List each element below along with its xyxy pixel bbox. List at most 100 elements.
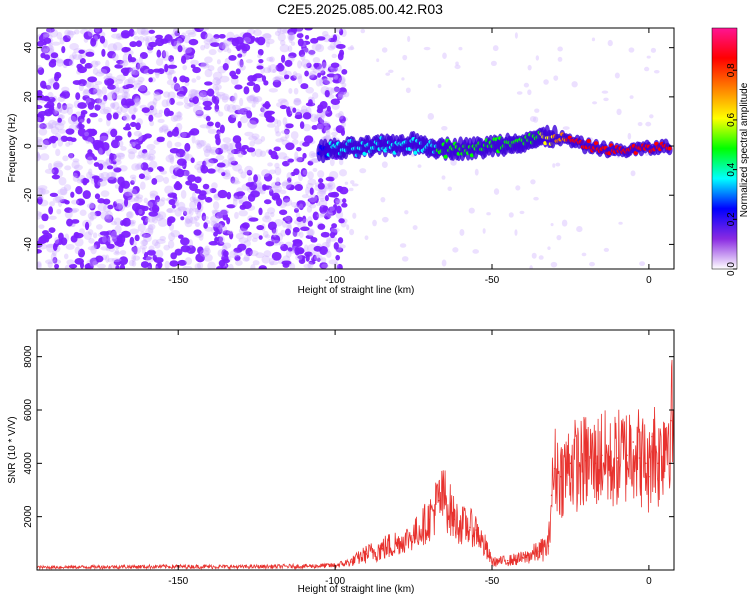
noise-blob bbox=[131, 69, 140, 78]
noise-blob bbox=[120, 30, 131, 39]
noise-blob bbox=[161, 50, 167, 59]
noise-blob bbox=[253, 83, 261, 93]
noise-blob bbox=[217, 223, 223, 230]
noise-blob bbox=[176, 90, 186, 97]
noise-blob bbox=[223, 142, 234, 152]
noise-blob bbox=[315, 78, 322, 87]
noise-blob bbox=[325, 239, 331, 248]
noise-blob bbox=[285, 250, 292, 258]
noise-blob bbox=[250, 264, 256, 269]
noise-blob bbox=[60, 237, 68, 246]
noise-blob bbox=[308, 194, 318, 203]
noise-blob bbox=[124, 47, 131, 52]
speckle bbox=[459, 229, 465, 236]
snr-point bbox=[444, 497, 446, 499]
noise-blob bbox=[63, 58, 73, 67]
noise-blob bbox=[238, 209, 248, 217]
noise-blob bbox=[71, 160, 80, 170]
noise-blob bbox=[241, 43, 251, 52]
noise-blob bbox=[154, 89, 164, 95]
noise-blob bbox=[260, 107, 265, 113]
noise-blob bbox=[82, 177, 88, 186]
noise-blob bbox=[203, 39, 214, 45]
noise-blob bbox=[249, 140, 255, 147]
noise-blob bbox=[67, 30, 77, 36]
noise-blob bbox=[324, 89, 330, 98]
noise-blob bbox=[166, 110, 174, 116]
speckle bbox=[627, 132, 632, 140]
noise-blob bbox=[167, 240, 175, 249]
noise-blob bbox=[90, 245, 97, 255]
noise-blob bbox=[157, 218, 168, 227]
noise-blob bbox=[140, 261, 150, 268]
speckle bbox=[427, 113, 435, 120]
noise-blob bbox=[54, 263, 60, 269]
noise-blob bbox=[120, 105, 129, 114]
noise-blob bbox=[221, 171, 226, 177]
noise-blob bbox=[157, 211, 167, 220]
noise-blob bbox=[198, 89, 209, 98]
noise-blob bbox=[87, 136, 94, 144]
noise-blob bbox=[254, 148, 263, 158]
noise-blob bbox=[146, 214, 156, 223]
noise-blob bbox=[177, 37, 183, 45]
noise-blob bbox=[37, 153, 41, 162]
noise-blob bbox=[307, 220, 313, 227]
noise-blob bbox=[144, 174, 152, 180]
noise-blob bbox=[163, 91, 171, 98]
noise-blob bbox=[122, 217, 132, 227]
noise-blob bbox=[188, 38, 199, 46]
noise-blob bbox=[193, 215, 200, 221]
noise-blob bbox=[280, 229, 286, 237]
noise-blob bbox=[38, 187, 46, 196]
noise-blob bbox=[71, 199, 80, 205]
speckle bbox=[381, 161, 388, 168]
snr-x-tick-label: -100 bbox=[325, 576, 345, 587]
noise-blob bbox=[161, 99, 169, 108]
snr-y-tick-label: 4000 bbox=[23, 452, 34, 475]
noise-blob bbox=[339, 169, 348, 177]
noise-blob bbox=[248, 217, 259, 222]
noise-blob bbox=[40, 45, 50, 53]
noise-blob bbox=[123, 113, 130, 121]
noise-blob bbox=[214, 103, 220, 112]
noise-blob bbox=[307, 229, 314, 237]
noise-blob bbox=[213, 34, 220, 40]
noise-blob bbox=[289, 185, 295, 191]
noise-blob bbox=[82, 95, 90, 101]
noise-blob bbox=[293, 207, 299, 213]
snr-point bbox=[648, 475, 650, 478]
noise-blob bbox=[196, 139, 205, 148]
noise-blob bbox=[121, 91, 131, 100]
noise-blob bbox=[264, 101, 271, 110]
speckle bbox=[515, 185, 521, 191]
noise-blob bbox=[169, 260, 179, 267]
noise-blob bbox=[204, 56, 213, 64]
noise-blob bbox=[110, 229, 117, 239]
noise-blob bbox=[127, 101, 135, 106]
speckle bbox=[645, 121, 652, 127]
noise-blob bbox=[78, 83, 84, 92]
speckle bbox=[618, 221, 623, 225]
noise-blob bbox=[72, 54, 83, 61]
noise-blob bbox=[265, 41, 271, 48]
noise-blob bbox=[47, 261, 53, 268]
noise-blob bbox=[249, 117, 259, 125]
noise-blob bbox=[173, 76, 178, 83]
noise-blob bbox=[222, 242, 232, 249]
noise-blob bbox=[315, 44, 325, 53]
noise-blob bbox=[111, 154, 122, 163]
noise-blob bbox=[307, 171, 314, 180]
noise-blob bbox=[137, 76, 145, 83]
noise-blob bbox=[74, 258, 85, 265]
noise-blob bbox=[247, 75, 256, 83]
noise-blob bbox=[197, 246, 204, 255]
noise-blob bbox=[134, 143, 141, 150]
speckle bbox=[385, 72, 391, 76]
noise-blob bbox=[240, 150, 247, 155]
noise-blob bbox=[106, 171, 116, 181]
noise-blob bbox=[136, 154, 143, 159]
noise-blob bbox=[75, 92, 81, 101]
noise-blob bbox=[258, 266, 266, 269]
noise-blob bbox=[258, 59, 264, 64]
